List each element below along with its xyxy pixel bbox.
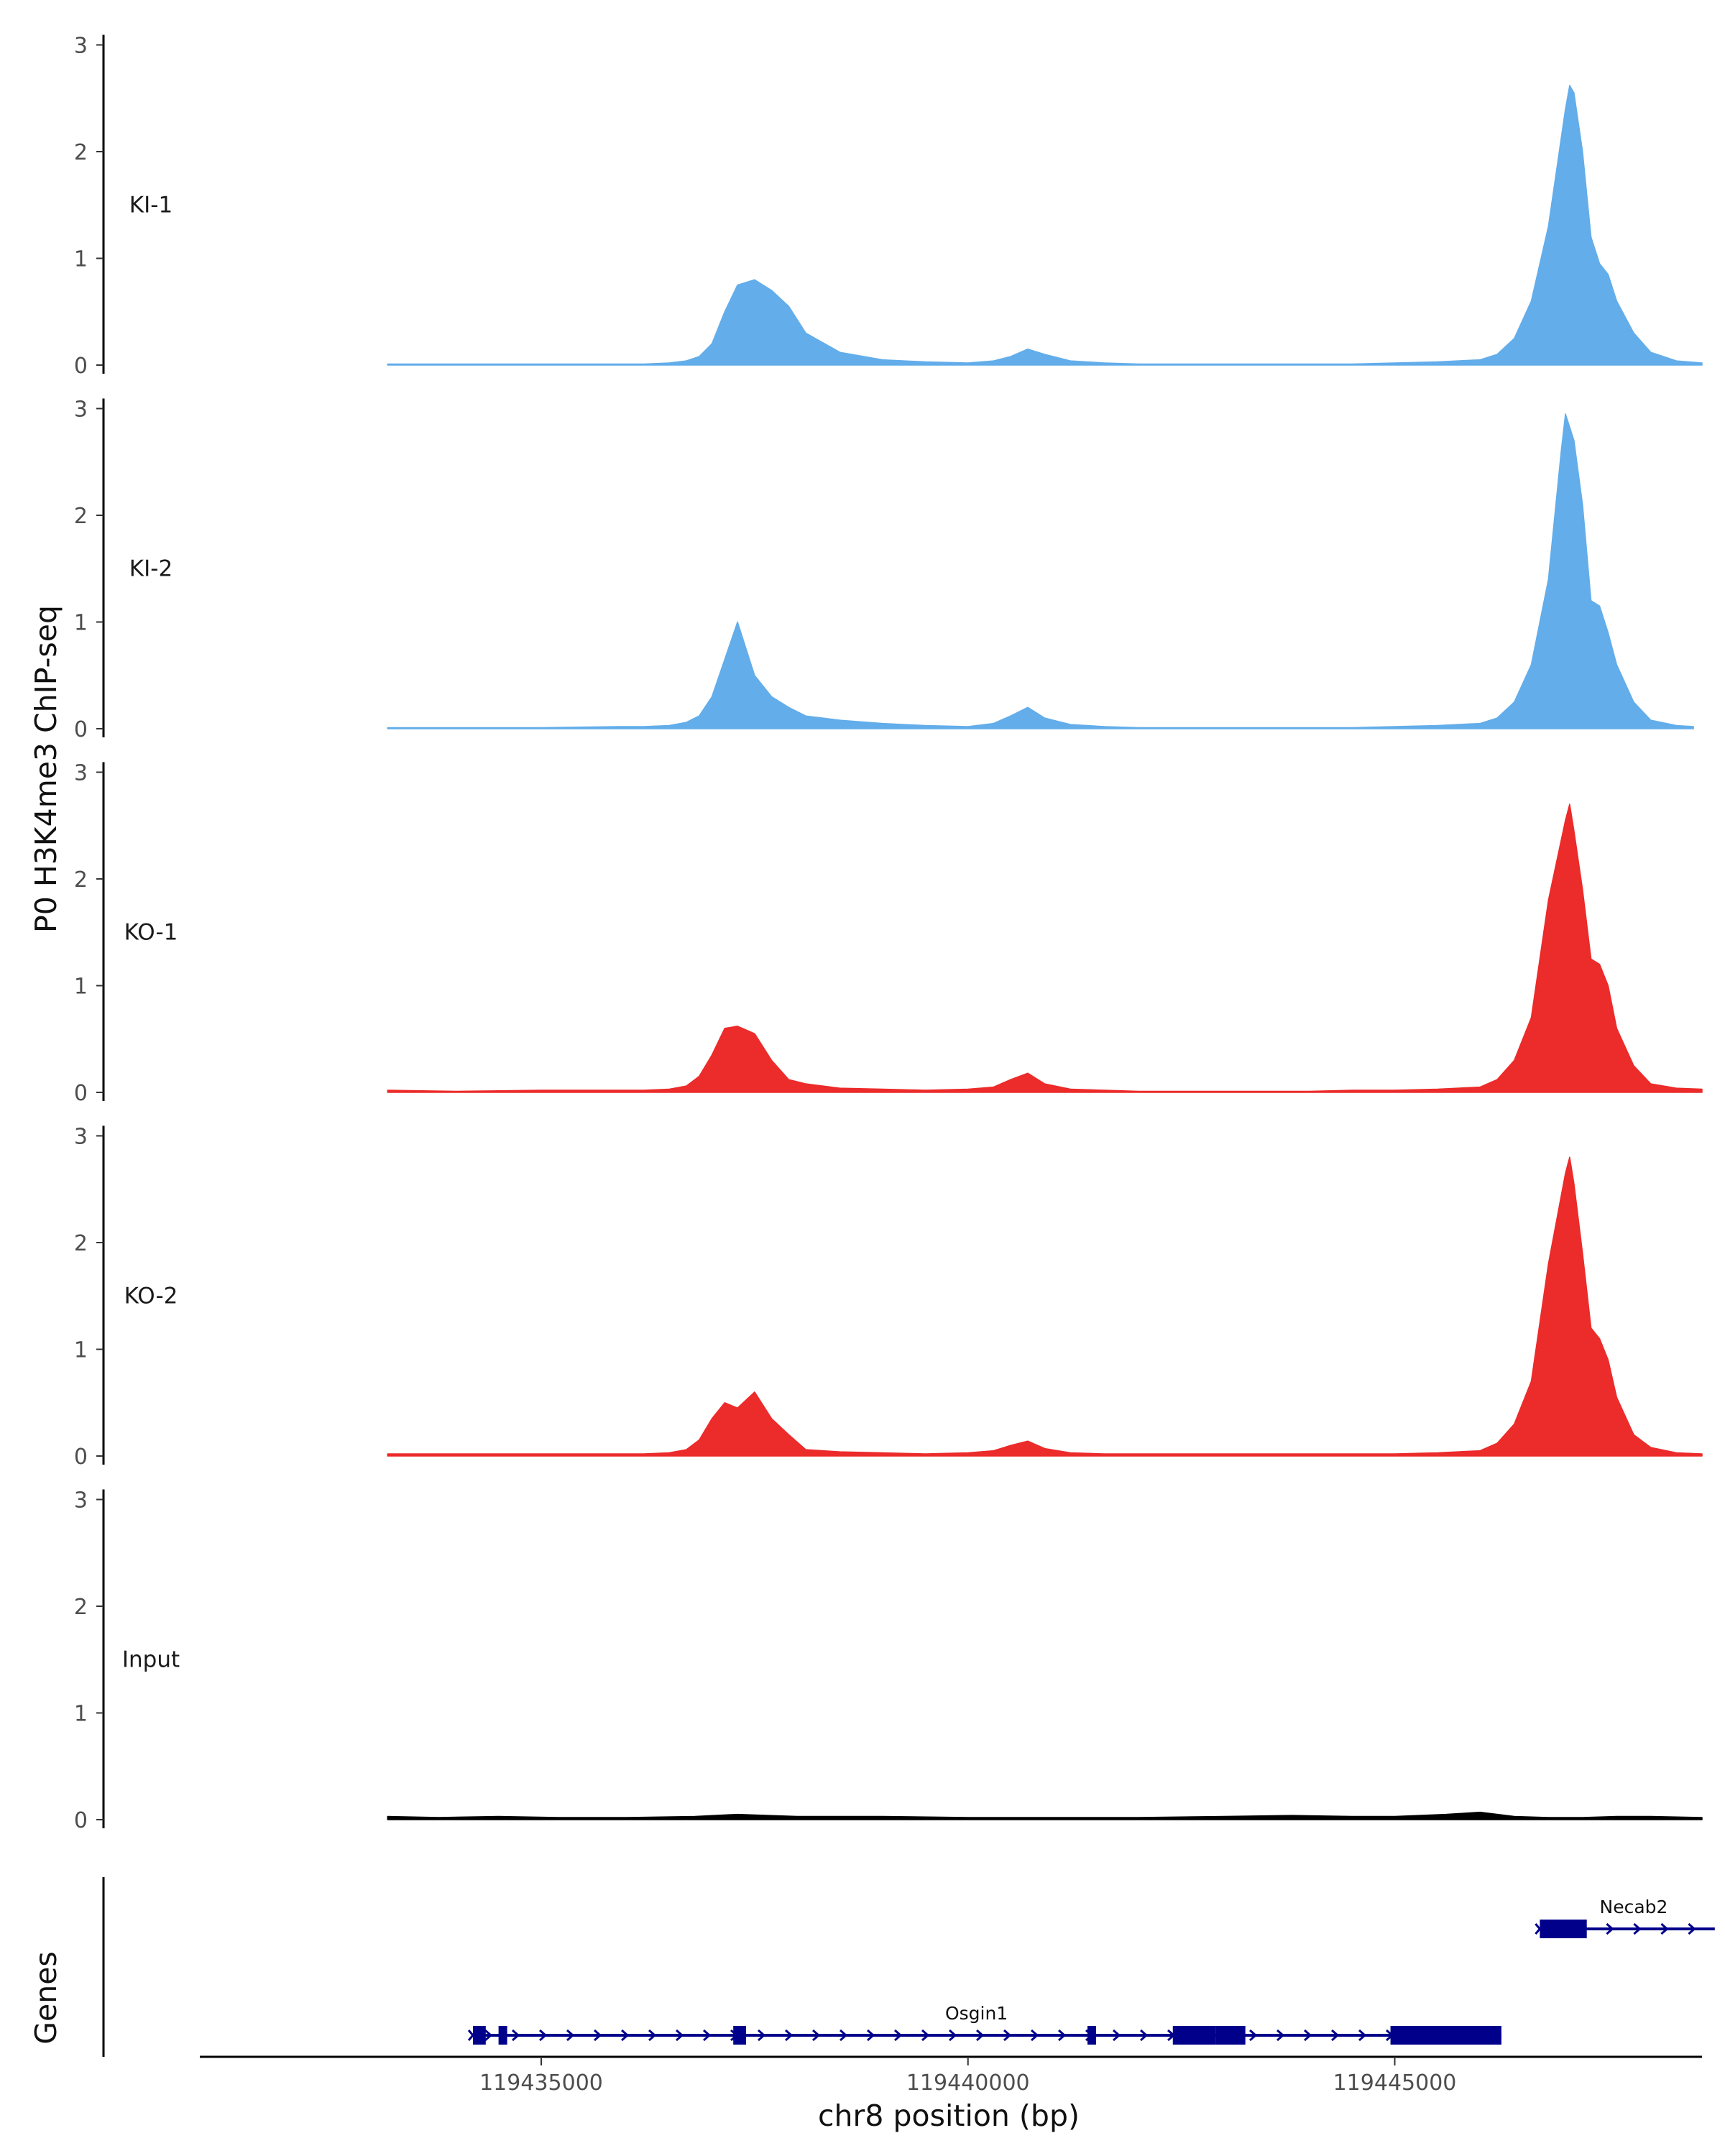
track-label: Input: [122, 1646, 180, 1672]
coverage-area: [387, 1156, 1703, 1457]
strand-arrow: [566, 2029, 575, 2042]
track-ki-1: 0 1 2 3 KI-1: [74, 34, 1703, 379]
y-tick-label: 0: [74, 1445, 88, 1470]
y-tick-label: 3: [74, 761, 88, 786]
strand-arrow: [1633, 1922, 1642, 1935]
strand-arrow: [1358, 2029, 1367, 2042]
y-tick-label: 0: [74, 1808, 88, 1833]
y-tick-label: 2: [74, 1231, 88, 1256]
strand-arrow: [949, 2029, 957, 2042]
y-tick-label: 2: [74, 140, 88, 165]
strand-arrow: [894, 2029, 903, 2042]
coverage-area: [387, 1811, 1703, 1820]
strand-arrow: [1688, 1922, 1696, 1935]
strand-arrow: [840, 2029, 848, 2042]
y-tick-label: 0: [74, 354, 88, 379]
y-tick-label: 3: [74, 1488, 88, 1514]
y-tick-label: 0: [74, 717, 88, 742]
track-label: KI-1: [129, 192, 172, 218]
exon: [1544, 1920, 1587, 1938]
genes-track-title: Genes: [29, 1951, 63, 2045]
strand-arrow: [812, 2029, 821, 2042]
strand-arrow: [1660, 1922, 1669, 1935]
coverage-area: [387, 85, 1703, 366]
strand-arrow: [648, 2029, 657, 2042]
coverage-area: [387, 803, 1703, 1093]
strand-arrow: [1031, 2029, 1039, 2042]
strand-arrow: [621, 2029, 630, 2042]
strand-arrow: [512, 2029, 520, 2042]
track-ko-2: 0 1 2 3 KO-2: [74, 1125, 1703, 1470]
strand-arrow: [867, 2029, 875, 2042]
strand-arrow: [539, 2029, 548, 2042]
exon: [1390, 2026, 1501, 2045]
exon: [733, 2026, 746, 2045]
y-tick-label: 1: [74, 1338, 88, 1363]
strand-arrow: [921, 2029, 930, 2042]
exon: [498, 2026, 507, 2045]
x-axis-title: chr8 position (bp): [818, 2099, 1080, 2133]
exon: [1087, 2026, 1096, 2045]
strand-arrow: [1113, 2029, 1121, 2042]
strand-arrow: [1331, 2029, 1340, 2042]
strand-arrow: [758, 2029, 766, 2042]
x-tick-label: 119440000: [906, 2070, 1030, 2096]
gene-necab2: Necab2: [1535, 1897, 1715, 1938]
strand-arrow: [676, 2029, 684, 2042]
track-ki-2: 0 1 2 3 KI-2: [74, 397, 1694, 742]
y-tick-label: 1: [74, 975, 88, 1000]
strand-arrow: [1304, 2029, 1312, 2042]
exon: [473, 2026, 486, 2045]
y-tick-label: 3: [74, 1125, 88, 1150]
y-tick-label: 2: [74, 504, 88, 529]
coverage-tracks: 0 1 2 3 KI-1 0 1 2 3 KI-2 0 1 2 3 KO-1 0 1 2 3 KO-2 0 1 2 3 Inpu…: [74, 34, 1703, 1833]
y-axis-title: P0 H3K4me3 ChIP-seq: [29, 605, 63, 933]
coverage-area: [387, 413, 1694, 729]
exon: [1172, 2026, 1216, 2045]
y-tick-label: 1: [74, 247, 88, 272]
track-label: KO-2: [124, 1283, 178, 1309]
y-tick-label: 1: [74, 611, 88, 636]
y-tick-label: 0: [74, 1081, 88, 1106]
gene-track: 119435000 119440000 119445000 Necab2 Osgin1: [102, 1877, 1715, 2096]
track-label: KO-1: [124, 919, 178, 945]
strand-arrow: [1140, 2029, 1149, 2042]
x-tick-label: 119445000: [1333, 2070, 1457, 2096]
x-tick-label: 119435000: [479, 2070, 603, 2096]
y-tick-label: 3: [74, 397, 88, 423]
exon: [1215, 2026, 1246, 2045]
y-tick-label: 1: [74, 1702, 88, 1727]
strand-arrow: [703, 2029, 712, 2042]
y-tick-label: 2: [74, 867, 88, 893]
strand-arrow: [1003, 2029, 1012, 2042]
strand-arrow: [1249, 2029, 1258, 2042]
gene-name-label: Necab2: [1600, 1897, 1668, 1917]
track-label: KI-2: [129, 556, 172, 581]
gene-name-label: Osgin1: [945, 2003, 1008, 2024]
strand-arrow: [785, 2029, 794, 2042]
strand-arrow: [976, 2029, 985, 2042]
y-tick-label: 3: [74, 34, 88, 59]
strand-arrow: [1606, 1922, 1614, 1935]
track-input: 0 1 2 3 Input: [74, 1488, 1703, 1833]
y-tick-label: 2: [74, 1595, 88, 1620]
strand-arrow: [1058, 2029, 1067, 2042]
gene-osgin1: Osgin1: [467, 2003, 1501, 2045]
track-ko-1: 0 1 2 3 KO-1: [74, 761, 1703, 1106]
strand-arrow: [484, 2029, 493, 2042]
strand-arrow: [594, 2029, 602, 2042]
strand-arrow: [1276, 2029, 1285, 2042]
